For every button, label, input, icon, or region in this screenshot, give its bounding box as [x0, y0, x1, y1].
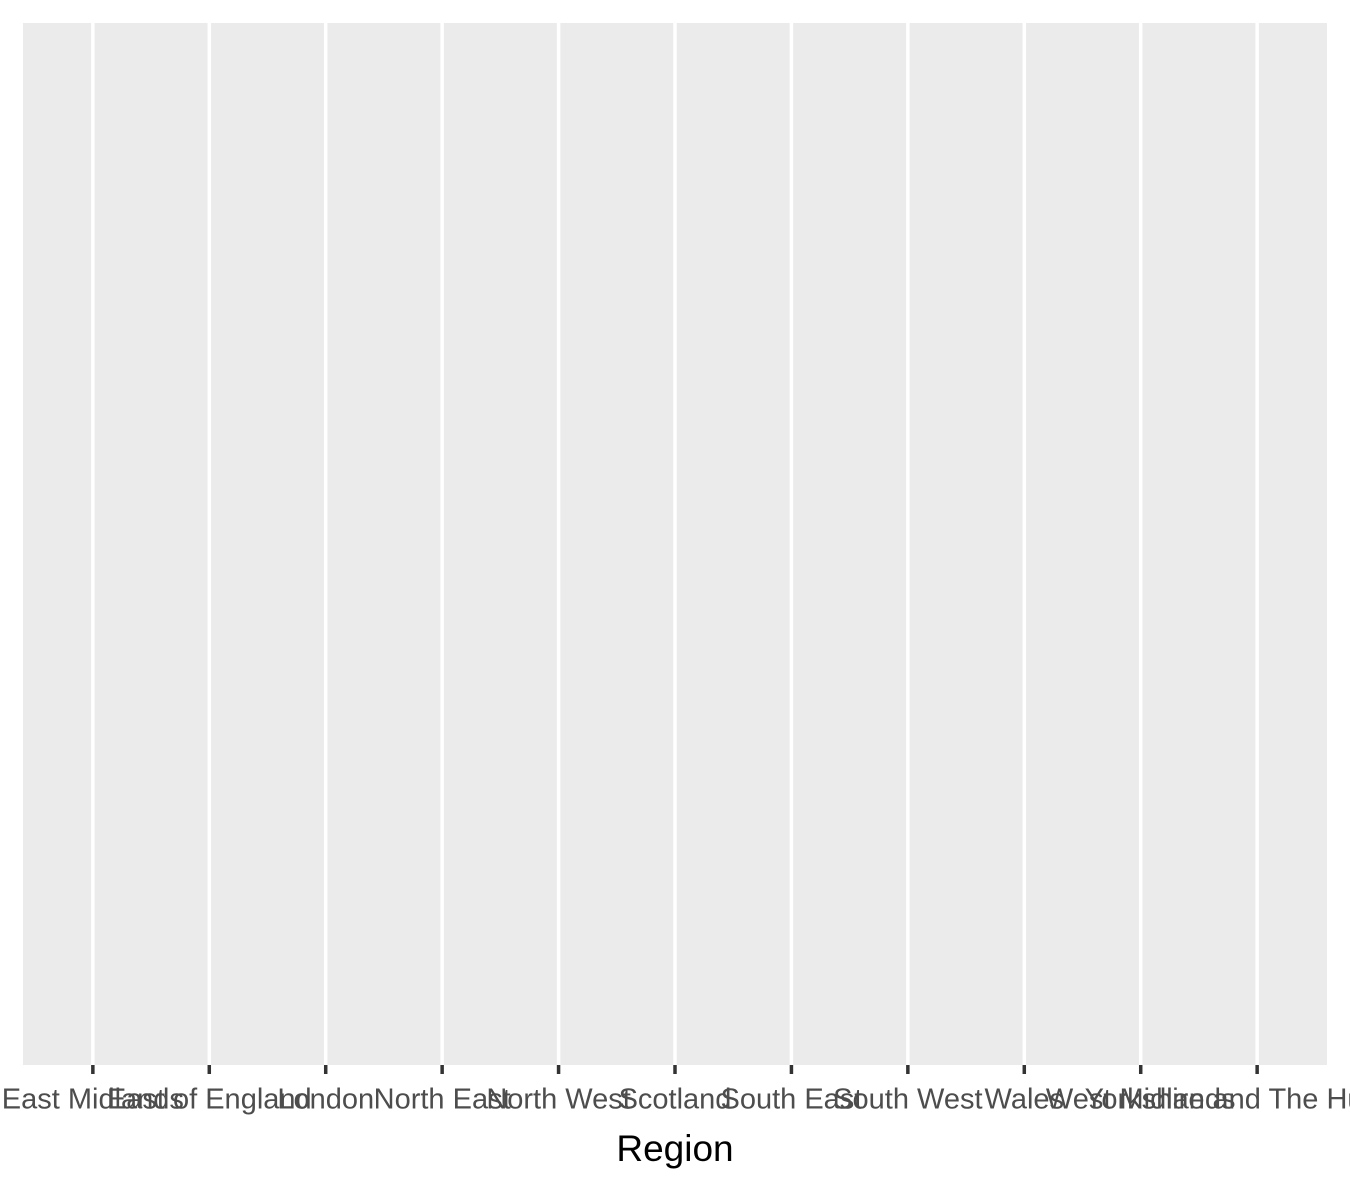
x-tick-label: Yorkshire and The Humber: [1085, 1084, 1350, 1116]
x-tick-label: North West: [486, 1084, 631, 1116]
x-tick-label: South West: [833, 1084, 982, 1116]
x-tick-label: East Midlands: [2, 1084, 184, 1116]
x-tick-label: Scotland: [619, 1084, 732, 1116]
x-tick-label: South East: [720, 1084, 862, 1116]
x-axis-title: Region: [616, 1128, 733, 1169]
x-tick-label: East of England: [107, 1084, 312, 1116]
x-tick-label: Wales: [985, 1084, 1065, 1116]
x-tick-label: London: [277, 1084, 374, 1116]
x-tick-label: West Midlands: [1046, 1084, 1236, 1116]
x-tick-label: North East: [374, 1084, 511, 1116]
